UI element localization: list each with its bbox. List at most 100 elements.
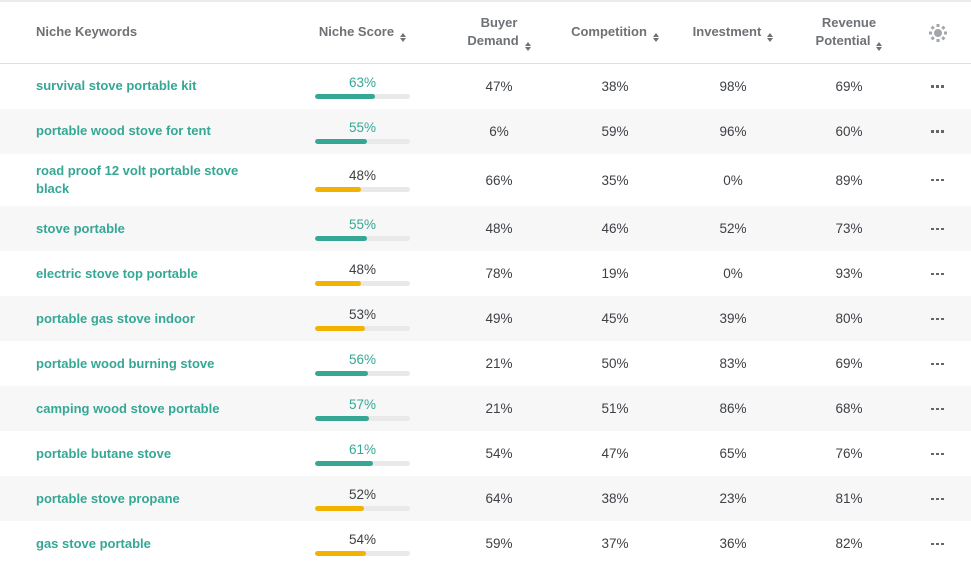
niche-score-bar (315, 235, 410, 241)
keyword-link[interactable]: portable stove propane (36, 490, 180, 506)
niche-score-bar-fill (315, 415, 370, 421)
niche-score-value: 61% (348, 441, 377, 457)
col-header-investment[interactable]: Investment (672, 23, 794, 42)
keyword-link[interactable]: gas stove portable (36, 535, 151, 551)
row-actions-cell (904, 125, 971, 138)
niche-score-bar (315, 325, 410, 331)
ellipsis-icon[interactable] (928, 174, 947, 187)
ellipsis-icon[interactable] (928, 538, 947, 551)
niche-score-bar (315, 138, 410, 144)
ellipsis-icon[interactable] (928, 125, 947, 138)
niche-score-bar (315, 460, 410, 466)
competition-value: 51% (601, 401, 629, 417)
ellipsis-icon[interactable] (928, 313, 947, 326)
competition-value: 37% (601, 536, 629, 552)
niche-score-cell: 54% (285, 532, 440, 556)
investment-value: 0% (723, 172, 743, 188)
investment-value: 98% (719, 79, 747, 94)
col-header-label: Competition (571, 24, 647, 39)
table-row: camping wood stove portable 57% 21% 51% … (0, 386, 971, 432)
niche-score-cell: 52% (285, 487, 440, 511)
niche-score-value: 63% (348, 74, 377, 90)
ellipsis-icon[interactable] (928, 80, 947, 93)
revenue-potential-value: 69% (835, 356, 863, 372)
col-header-revenue-potential[interactable]: Revenue Potential (794, 14, 904, 52)
keyword-link[interactable]: portable wood stove for tent (36, 123, 211, 139)
niche-score-cell: 55% (285, 120, 440, 144)
niche-score-bar-fill (315, 280, 361, 286)
keyword-link[interactable]: road proof 12 volt portable stove black (36, 163, 239, 197)
ellipsis-icon[interactable] (928, 358, 947, 371)
buyer-demand-value: 64% (485, 491, 513, 507)
revenue-potential-value: 73% (835, 221, 863, 237)
niche-score-bar-fill (315, 550, 367, 556)
col-header-niche-keywords: Niche Keywords (0, 23, 285, 42)
col-header-competition[interactable]: Competition (558, 23, 672, 42)
revenue-potential-value: 76% (835, 446, 863, 462)
niche-score-bar (315, 187, 410, 193)
revenue-potential-value: 69% (835, 79, 863, 94)
competition-value: 59% (601, 124, 629, 139)
col-header-label: Buyer Demand (467, 14, 519, 49)
investment-value: 39% (719, 311, 747, 327)
table-row: portable gas stove indoor 53% 49% 45% 39… (0, 296, 971, 342)
row-actions-cell (904, 358, 971, 371)
revenue-potential-value: 93% (835, 266, 863, 282)
keyword-cell: portable butane stove (0, 437, 285, 471)
keyword-link[interactable]: camping wood stove portable (36, 400, 220, 416)
revenue-potential-value: 89% (835, 172, 863, 188)
keyword-cell: camping wood stove portable (0, 392, 285, 426)
col-header-label: Revenue Potential (815, 14, 877, 49)
row-actions-cell (904, 174, 971, 187)
keyword-link[interactable]: survival stove portable kit (36, 78, 197, 94)
col-header-buyer-demand[interactable]: Buyer Demand (440, 14, 558, 52)
table-row: survival stove portable kit 63% 47% 38% … (0, 64, 971, 109)
competition-value: 47% (601, 446, 629, 462)
sort-arrows-icon (524, 42, 531, 52)
ellipsis-icon[interactable] (928, 268, 947, 281)
row-actions-cell (904, 313, 971, 326)
table-row: stove portable 55% 48% 46% 52% 73% (0, 206, 971, 252)
gear-icon[interactable] (928, 23, 947, 42)
table-row: portable stove propane 52% 64% 38% 23% 8… (0, 476, 971, 522)
keyword-link[interactable]: portable butane stove (36, 445, 172, 461)
competition-value: 19% (601, 266, 629, 282)
sort-arrows-icon (767, 33, 774, 42)
keyword-link[interactable]: portable wood burning stove (36, 355, 215, 371)
niche-score-bar-fill (315, 235, 368, 241)
sort-arrows-icon (652, 33, 659, 42)
niche-score-bar-fill (315, 325, 366, 331)
ellipsis-icon[interactable] (928, 448, 947, 461)
ellipsis-icon[interactable] (928, 223, 947, 236)
competition-value: 38% (601, 79, 629, 94)
investment-value: 96% (719, 124, 747, 139)
table-body: survival stove portable kit 63% 47% 38% … (0, 64, 971, 566)
keyword-cell: survival stove portable kit (0, 69, 285, 103)
niche-score-value: 53% (348, 306, 377, 322)
niche-score-bar (315, 93, 410, 99)
keyword-link[interactable]: electric stove top portable (36, 265, 198, 281)
niche-score-value: 55% (348, 216, 377, 232)
table-row: road proof 12 volt portable stove black … (0, 154, 971, 206)
keyword-link[interactable]: portable gas stove indoor (36, 310, 195, 326)
table-row: portable wood burning stove 56% 21% 50% … (0, 341, 971, 386)
revenue-potential-value: 81% (835, 491, 863, 507)
competition-value: 38% (601, 491, 629, 507)
buyer-demand-value: 21% (485, 401, 513, 417)
ellipsis-icon[interactable] (928, 493, 947, 506)
niche-score-value: 48% (348, 261, 377, 277)
buyer-demand-value: 54% (485, 446, 513, 462)
col-header-settings[interactable] (904, 23, 971, 42)
competition-value: 35% (601, 172, 629, 188)
row-actions-cell (904, 403, 971, 416)
ellipsis-icon[interactable] (928, 403, 947, 416)
investment-value: 0% (723, 266, 743, 282)
buyer-demand-value: 47% (485, 79, 513, 94)
niche-score-bar-fill (315, 187, 361, 193)
col-header-niche-score[interactable]: Niche Score (285, 23, 440, 42)
row-actions-cell (904, 268, 971, 281)
niche-score-bar (315, 415, 410, 421)
row-actions-cell (904, 80, 971, 93)
keyword-link[interactable]: stove portable (36, 220, 125, 236)
buyer-demand-value: 78% (485, 266, 513, 282)
